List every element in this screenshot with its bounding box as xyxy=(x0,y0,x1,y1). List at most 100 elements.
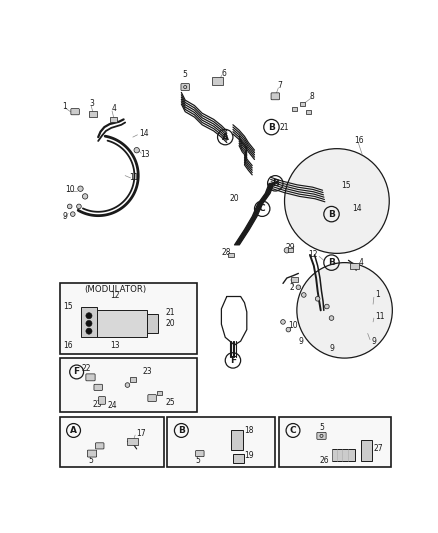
Circle shape xyxy=(297,263,392,358)
FancyBboxPatch shape xyxy=(148,394,156,401)
Text: 10: 10 xyxy=(288,321,298,330)
Text: 5: 5 xyxy=(196,456,201,465)
Text: B: B xyxy=(268,123,275,132)
Text: 16: 16 xyxy=(354,136,364,146)
Text: 9: 9 xyxy=(62,212,67,221)
Bar xyxy=(147,314,158,334)
Text: 29: 29 xyxy=(285,243,295,252)
Text: 7: 7 xyxy=(278,81,283,90)
FancyBboxPatch shape xyxy=(181,84,190,91)
Circle shape xyxy=(284,248,290,253)
Text: 11: 11 xyxy=(129,173,138,182)
Circle shape xyxy=(77,204,81,209)
Text: 9: 9 xyxy=(298,337,303,346)
Bar xyxy=(228,253,234,257)
Text: 26: 26 xyxy=(319,456,329,465)
Circle shape xyxy=(86,328,92,334)
Text: 10: 10 xyxy=(65,185,75,194)
Bar xyxy=(60,358,197,412)
Text: 23: 23 xyxy=(143,367,152,376)
Bar xyxy=(279,417,391,467)
Bar xyxy=(292,107,297,110)
Text: 19: 19 xyxy=(244,450,254,459)
Circle shape xyxy=(296,285,301,289)
Text: 13: 13 xyxy=(110,341,120,350)
Text: 28: 28 xyxy=(222,248,231,257)
Bar xyxy=(60,284,197,354)
Bar xyxy=(300,102,305,106)
Text: 4: 4 xyxy=(111,104,116,113)
Text: 17: 17 xyxy=(137,429,146,438)
Text: 14: 14 xyxy=(352,204,362,213)
Text: 6: 6 xyxy=(221,69,226,78)
Bar xyxy=(127,438,138,445)
Circle shape xyxy=(86,313,92,319)
Circle shape xyxy=(78,186,83,191)
FancyBboxPatch shape xyxy=(317,432,326,439)
FancyBboxPatch shape xyxy=(94,384,102,391)
Text: 9: 9 xyxy=(371,337,376,346)
Circle shape xyxy=(86,320,92,327)
Text: 15: 15 xyxy=(63,302,72,311)
Circle shape xyxy=(301,293,306,297)
Text: 1: 1 xyxy=(62,102,67,111)
Circle shape xyxy=(285,149,389,253)
Bar xyxy=(212,77,223,85)
Text: 20: 20 xyxy=(166,319,176,328)
Bar xyxy=(130,377,136,382)
FancyBboxPatch shape xyxy=(271,93,279,100)
Bar xyxy=(60,417,164,467)
Text: A: A xyxy=(222,133,229,142)
Circle shape xyxy=(281,320,285,324)
Bar xyxy=(288,248,293,252)
Text: B: B xyxy=(328,209,335,219)
Circle shape xyxy=(315,296,320,301)
Text: 1: 1 xyxy=(375,290,380,300)
Circle shape xyxy=(329,316,334,320)
Bar xyxy=(81,306,97,337)
Text: A: A xyxy=(70,426,77,435)
Text: 15: 15 xyxy=(341,181,350,190)
Bar xyxy=(110,117,117,122)
FancyBboxPatch shape xyxy=(95,443,104,449)
Text: B: B xyxy=(272,179,279,188)
Circle shape xyxy=(71,212,75,216)
Text: 21: 21 xyxy=(166,308,176,317)
Text: 25: 25 xyxy=(166,398,176,407)
Bar xyxy=(291,277,298,282)
Text: 5: 5 xyxy=(319,423,324,432)
Text: 22: 22 xyxy=(81,365,91,374)
Text: 12: 12 xyxy=(308,251,318,260)
Text: 3: 3 xyxy=(89,100,94,109)
Text: 27: 27 xyxy=(373,445,383,454)
Circle shape xyxy=(134,148,139,153)
Text: 14: 14 xyxy=(139,129,148,138)
Text: 24: 24 xyxy=(107,401,117,410)
Text: (MODULATOR): (MODULATOR) xyxy=(85,285,146,294)
Text: 20: 20 xyxy=(230,194,239,203)
Text: F: F xyxy=(230,356,236,365)
Text: F: F xyxy=(74,367,80,376)
Text: B: B xyxy=(178,426,185,435)
Bar xyxy=(97,310,147,336)
Text: 5: 5 xyxy=(88,456,93,465)
Circle shape xyxy=(184,85,187,88)
Bar xyxy=(89,111,97,117)
Bar xyxy=(157,391,162,394)
Bar xyxy=(361,440,371,461)
FancyBboxPatch shape xyxy=(88,450,97,457)
Text: 2: 2 xyxy=(290,283,294,292)
Text: C: C xyxy=(290,426,297,435)
Bar xyxy=(167,417,276,467)
Text: 5: 5 xyxy=(183,70,187,79)
Text: 23: 23 xyxy=(92,400,102,409)
Text: 21: 21 xyxy=(279,123,289,132)
Text: 8: 8 xyxy=(310,92,314,101)
Circle shape xyxy=(320,434,323,438)
Circle shape xyxy=(67,204,72,209)
Bar xyxy=(233,454,244,463)
FancyBboxPatch shape xyxy=(196,450,204,457)
Circle shape xyxy=(325,304,329,309)
FancyBboxPatch shape xyxy=(99,397,106,405)
Text: 9: 9 xyxy=(329,344,334,353)
